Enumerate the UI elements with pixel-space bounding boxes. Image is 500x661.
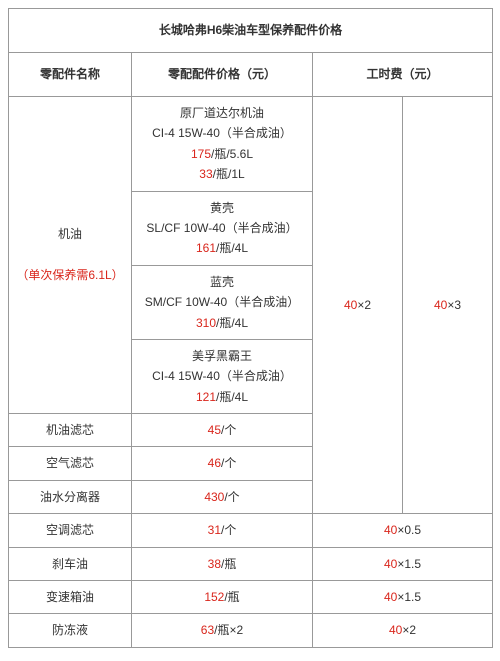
part-unit: /瓶: [221, 557, 236, 571]
oil-opt-l2: SM/CF 10W-40（半合成油）: [145, 295, 299, 309]
part-name: 油水分离器: [9, 480, 132, 513]
labor1-price: 40: [344, 298, 357, 312]
labor-price: 40: [389, 623, 402, 637]
part-name: 防冻液: [9, 614, 132, 647]
oil-opt-l2: CI-4 15W-40（半合成油）: [152, 126, 292, 140]
part-name: 机油滤芯: [9, 414, 132, 447]
oil-opt-price2: 33: [199, 167, 212, 181]
labor-cell: 40×2: [313, 614, 493, 647]
part-price: 46: [208, 456, 221, 470]
part-price: 38: [208, 557, 221, 571]
oil-opt-rest: /瓶/4L: [216, 390, 248, 404]
oil-opt-rest: /瓶/4L: [216, 241, 248, 255]
title-row: 长城哈弗H6柴油车型保养配件价格: [9, 9, 493, 53]
labor-rest: ×1.5: [397, 590, 421, 604]
labor-price: 40: [384, 523, 397, 537]
oil-option-cell: 美孚黑霸王 CI-4 15W-40（半合成油） 121/瓶/4L: [132, 339, 313, 413]
part-price-cell: 45/个: [132, 414, 313, 447]
oil-opt-price: 175: [191, 147, 211, 161]
oil-opt-l1: 美孚黑霸王: [192, 349, 252, 363]
table-row: 变速箱油 152/瓶 40×1.5: [9, 581, 493, 614]
oil-opt-rest: /瓶/5.6L: [211, 147, 253, 161]
part-unit: /瓶×2: [214, 623, 243, 637]
labor-cell: 40×0.5: [313, 514, 493, 547]
labor1-rest: ×2: [357, 298, 371, 312]
part-price: 152: [204, 590, 224, 604]
maintenance-price-table: 长城哈弗H6柴油车型保养配件价格 零配件名称 零配配件价格（元） 工时费（元） …: [8, 8, 493, 648]
labor2-rest: ×3: [447, 298, 461, 312]
oil-name: 机油: [58, 227, 82, 241]
labor-group2-cell: 40×3: [403, 97, 493, 514]
part-name: 刹车油: [9, 547, 132, 580]
table-row: 空调滤芯 31/个 40×0.5: [9, 514, 493, 547]
header-part-name: 零配件名称: [9, 53, 132, 97]
table-title: 长城哈弗H6柴油车型保养配件价格: [9, 9, 493, 53]
labor-rest: ×2: [402, 623, 416, 637]
oil-option-cell: 原厂道达尔机油 CI-4 15W-40（半合成油） 175/瓶/5.6L 33/…: [132, 97, 313, 192]
labor-rest: ×1.5: [397, 557, 421, 571]
oil-note: （单次保养需6.1L）: [16, 268, 123, 282]
part-price-cell: 152/瓶: [132, 581, 313, 614]
header-row: 零配件名称 零配配件价格（元） 工时费（元）: [9, 53, 493, 97]
labor-rest: ×0.5: [397, 523, 421, 537]
part-name: 变速箱油: [9, 581, 132, 614]
table-row: 刹车油 38/瓶 40×1.5: [9, 547, 493, 580]
part-price: 31: [208, 523, 221, 537]
part-price: 63: [201, 623, 214, 637]
part-unit: /个: [221, 423, 236, 437]
part-price: 430: [204, 490, 224, 504]
oil-opt-l2: CI-4 15W-40（半合成油）: [152, 369, 292, 383]
labor-group1-cell: 40×2: [313, 97, 403, 514]
labor-price: 40: [384, 557, 397, 571]
part-price-cell: 46/个: [132, 447, 313, 480]
part-name: 空气滤芯: [9, 447, 132, 480]
oil-opt-l1: 黄壳: [210, 201, 234, 215]
labor-cell: 40×1.5: [313, 581, 493, 614]
oil-opt-price: 121: [196, 390, 216, 404]
oil-name-cell: 机油 （单次保养需6.1L）: [9, 97, 132, 414]
labor2-price: 40: [434, 298, 447, 312]
oil-opt-price: 310: [196, 316, 216, 330]
part-unit: /个: [221, 456, 236, 470]
oil-opt-price: 161: [196, 241, 216, 255]
part-price: 45: [208, 423, 221, 437]
part-unit: /瓶: [224, 590, 239, 604]
oil-option-cell: 黄壳 SL/CF 10W-40（半合成油） 161/瓶/4L: [132, 191, 313, 265]
part-price-cell: 430/个: [132, 480, 313, 513]
part-price-cell: 38/瓶: [132, 547, 313, 580]
header-part-price: 零配配件价格（元）: [132, 53, 313, 97]
table-row: 防冻液 63/瓶×2 40×2: [9, 614, 493, 647]
part-unit: /个: [221, 523, 236, 537]
oil-opt-l1: 蓝壳: [210, 275, 234, 289]
part-price-cell: 63/瓶×2: [132, 614, 313, 647]
header-labor: 工时费（元）: [313, 53, 493, 97]
part-unit: /个: [224, 490, 239, 504]
oil-opt-l2: SL/CF 10W-40（半合成油）: [146, 221, 297, 235]
table-row: 机油 （单次保养需6.1L） 原厂道达尔机油 CI-4 15W-40（半合成油）…: [9, 97, 493, 192]
labor-price: 40: [384, 590, 397, 604]
oil-opt-rest: /瓶/4L: [216, 316, 248, 330]
oil-opt-rest2: /瓶/1L: [213, 167, 245, 181]
oil-opt-l1: 原厂道达尔机油: [180, 106, 264, 120]
part-name: 空调滤芯: [9, 514, 132, 547]
part-price-cell: 31/个: [132, 514, 313, 547]
labor-cell: 40×1.5: [313, 547, 493, 580]
oil-option-cell: 蓝壳 SM/CF 10W-40（半合成油） 310/瓶/4L: [132, 265, 313, 339]
